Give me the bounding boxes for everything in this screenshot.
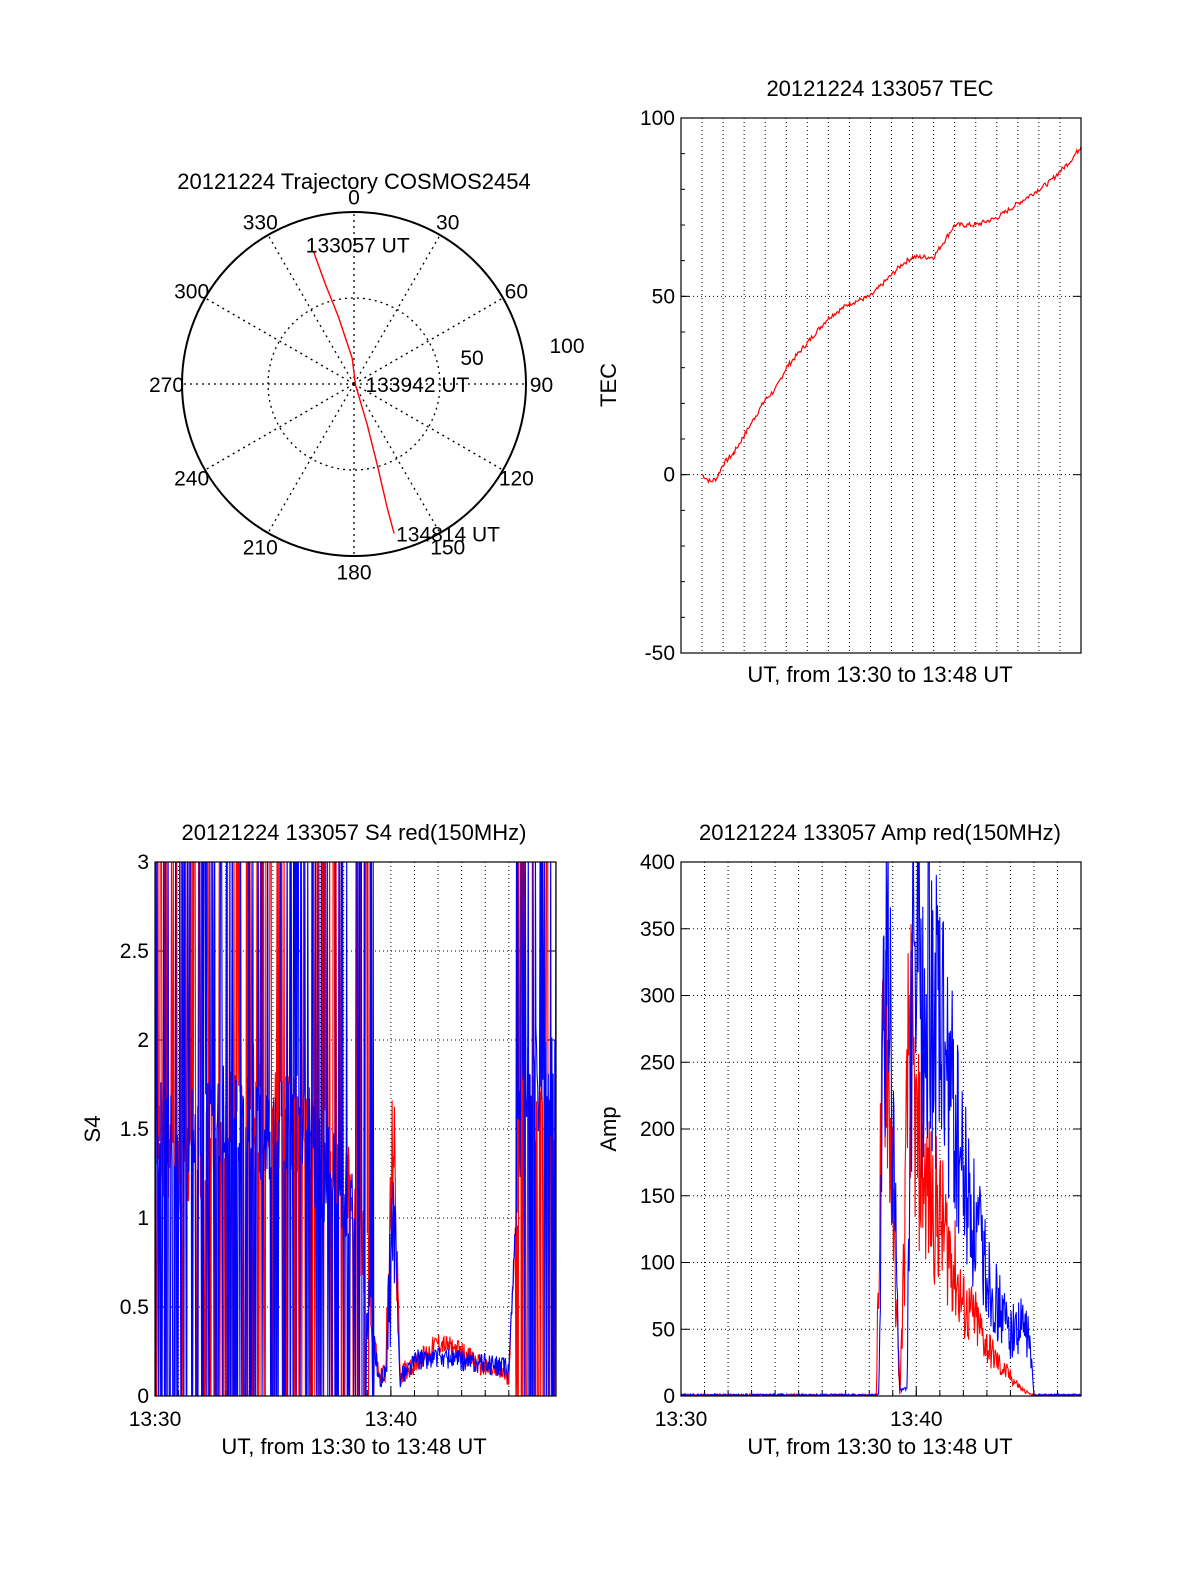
amp-xlabel: UT, from 13:30 to 13:48 UT bbox=[747, 1434, 1012, 1459]
s4-series-blue bbox=[155, 862, 556, 1396]
tec-plot-area: -50 0 50 100 bbox=[640, 107, 1082, 665]
polar-annotation: 134814 UT bbox=[396, 524, 500, 547]
amp-ylabel: Amp bbox=[596, 1106, 621, 1151]
polar-spoke bbox=[353, 234, 441, 385]
s4-ytick-label: 3 bbox=[137, 851, 149, 874]
s4-ytick-label: 2 bbox=[137, 1029, 149, 1052]
polar-angle-label: 180 bbox=[336, 561, 371, 584]
tec-ytick-label: 50 bbox=[652, 285, 675, 308]
polar-annotation: 133057 UT bbox=[306, 234, 410, 257]
tec-xlabel: UT, from 13:30 to 13:48 UT bbox=[747, 662, 1012, 687]
amp-ytick-label: 300 bbox=[640, 985, 675, 1008]
amp-title: 20121224 133057 Amp red(150MHz) bbox=[699, 820, 1061, 845]
polar-spoke bbox=[204, 383, 355, 471]
tec-ytick-label: 0 bbox=[663, 464, 675, 487]
polar-radius-label: 100 bbox=[549, 335, 584, 358]
amp-ytick-label: 50 bbox=[652, 1318, 675, 1341]
s4-chart: 20121224 133057 S4 red(150MHz) UT, from … bbox=[80, 820, 557, 1459]
polar-angle-label: 120 bbox=[499, 468, 534, 491]
polar-outer-circle bbox=[181, 211, 527, 557]
s4-series-red bbox=[155, 862, 556, 1396]
tec-series-red bbox=[701, 146, 1082, 484]
polar-radius-label: 50 bbox=[460, 347, 483, 370]
polar-angle-labels: 0 30 60 90 120 150 180 210 240 270 300 330 50 100 bbox=[149, 187, 585, 585]
s4-xtick-label: 13:40 bbox=[365, 1408, 418, 1431]
polar-angle-label: 330 bbox=[243, 212, 278, 235]
s4-plot-area: 0 0.5 1 1.5 2 2.5 3 13:30 13:40 bbox=[120, 851, 557, 1431]
amp-ytick-label: 0 bbox=[663, 1385, 675, 1408]
polar-trajectory-line bbox=[313, 252, 395, 534]
polar-spoke bbox=[267, 234, 355, 385]
polar-angle-label: 90 bbox=[530, 374, 553, 397]
amp-xtick-label: 13:40 bbox=[890, 1408, 943, 1431]
amp-ytick-label: 250 bbox=[640, 1051, 675, 1074]
s4-ytick-label: 0.5 bbox=[120, 1296, 149, 1319]
polar-angle-label: 240 bbox=[174, 468, 209, 491]
s4-ytick-label: 2.5 bbox=[120, 940, 149, 963]
polar-annotation: 133942 UT bbox=[365, 374, 469, 397]
polar-angle-label: 300 bbox=[174, 280, 209, 303]
polar-angle-label: 0 bbox=[348, 187, 360, 210]
amp-xtick-label: 13:30 bbox=[655, 1408, 708, 1431]
tec-chart: 20121224 133057 TEC UT, from 13:30 to 13… bbox=[596, 76, 1082, 687]
polar-spoke bbox=[353, 383, 441, 534]
polar-trajectory-chart: 20121224 Trajectory COSMOS2454 0 30 60 90 12… bbox=[149, 169, 585, 584]
polar-spoke bbox=[204, 297, 355, 385]
tec-ylabel: TEC bbox=[596, 363, 621, 407]
polar-angle-label: 270 bbox=[149, 374, 184, 397]
s4-ytick-label: 0 bbox=[137, 1385, 149, 1408]
polar-title: 20121224 Trajectory COSMOS2454 bbox=[177, 169, 530, 194]
tec-ytick-label: 100 bbox=[640, 107, 675, 130]
amp-ytick-label: 100 bbox=[640, 1252, 675, 1275]
amp-ytick-label: 400 bbox=[640, 851, 675, 874]
amp-ytick-label: 150 bbox=[640, 1185, 675, 1208]
polar-spoke bbox=[267, 383, 355, 534]
amp-ytick-label: 200 bbox=[640, 1118, 675, 1141]
tec-title: 20121224 133057 TEC bbox=[766, 76, 993, 101]
amp-plot-area: 0 50 100 150 200 250 300 350 400 13:30 13:40 bbox=[640, 851, 1082, 1431]
s4-ytick-label: 1.5 bbox=[120, 1118, 149, 1141]
tec-frame bbox=[680, 117, 1082, 654]
polar-trajectory: 133057 UT 133942 UT 134814 UT bbox=[306, 234, 500, 546]
s4-xlabel: UT, from 13:30 to 13:48 UT bbox=[221, 1434, 486, 1459]
polar-angle-label: 210 bbox=[243, 536, 278, 559]
polar-grid bbox=[181, 211, 527, 557]
s4-ylabel: S4 bbox=[80, 1116, 105, 1143]
polar-spoke bbox=[353, 383, 504, 471]
polar-angle-label: 30 bbox=[436, 212, 459, 235]
s4-ytick-label: 1 bbox=[137, 1207, 149, 1230]
polar-angle-label: 150 bbox=[430, 536, 465, 559]
amp-ytick-label: 350 bbox=[640, 918, 675, 941]
s4-xtick-label: 13:30 bbox=[129, 1408, 182, 1431]
amp-frame bbox=[680, 861, 1082, 1397]
tec-ytick-label: -50 bbox=[645, 642, 675, 665]
s4-title: 20121224 133057 S4 red(150MHz) bbox=[182, 820, 527, 845]
s4-frame bbox=[154, 861, 557, 1397]
polar-angle-label: 60 bbox=[505, 280, 528, 303]
polar-spoke bbox=[353, 297, 504, 385]
amp-chart: 20121224 133057 Amp red(150MHz) UT, from… bbox=[596, 820, 1082, 1459]
